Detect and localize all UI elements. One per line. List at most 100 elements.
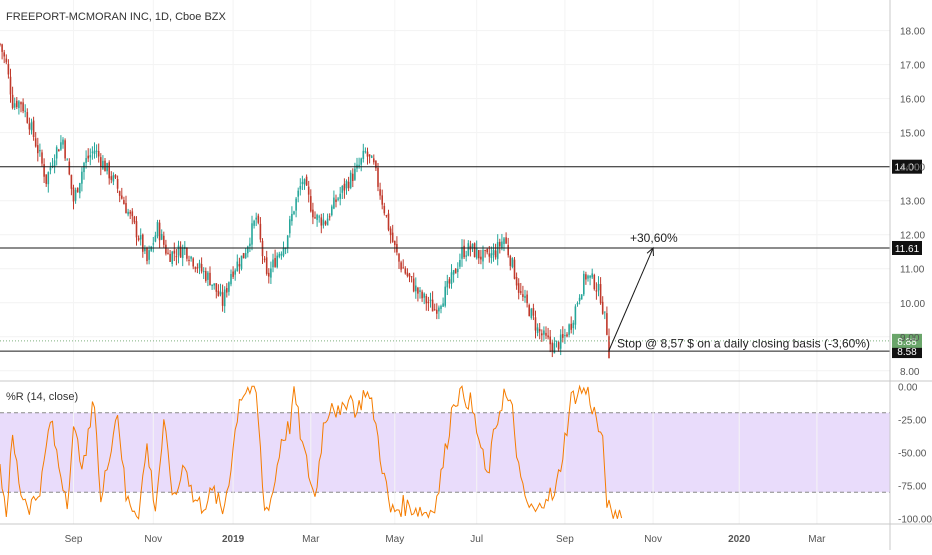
candle-body <box>234 270 236 275</box>
candle-body <box>440 305 442 309</box>
candle-body <box>578 297 581 302</box>
candle-body <box>169 253 171 262</box>
candle-body <box>475 248 478 259</box>
candle-body <box>457 268 459 273</box>
candle-body <box>238 264 241 267</box>
candle-body <box>333 197 335 209</box>
candle-body <box>240 255 243 269</box>
candle-body <box>85 158 87 163</box>
candle-body <box>175 256 178 258</box>
candle-body <box>499 241 501 247</box>
time-tick-label: Nov <box>644 534 662 545</box>
candle-body <box>228 282 230 292</box>
price-tick-label: 9.00 <box>900 333 920 344</box>
candle-body <box>209 272 211 286</box>
candle-body <box>494 250 497 258</box>
candle-body <box>272 259 274 268</box>
candle-body <box>421 291 423 299</box>
candle-body <box>49 167 52 171</box>
candle-body <box>181 247 184 259</box>
candle-body <box>364 151 367 153</box>
candle-body <box>146 247 148 262</box>
candle-body <box>524 295 526 298</box>
candle-body <box>541 333 543 336</box>
candle-body <box>576 302 579 305</box>
candle-body <box>454 268 457 274</box>
candle-body <box>270 268 272 278</box>
candle-body <box>226 287 228 293</box>
candle-body <box>394 240 396 246</box>
candle-body <box>352 173 354 182</box>
candle-body <box>557 342 560 350</box>
wr-tick-label: -75.00 <box>898 482 927 493</box>
candle-body <box>51 165 54 167</box>
price-axis[interactable]: 8.00 9.00 10.00 11.00 12.00 13.00 14.00 15.00 16… <box>900 27 925 378</box>
candle-body <box>53 160 56 168</box>
candle-body <box>427 301 430 304</box>
candle-body <box>1 44 3 52</box>
candle-body <box>354 168 356 180</box>
candle-body <box>431 299 434 312</box>
candle-body <box>366 151 369 157</box>
level-badge-label: 14.00 <box>894 163 919 174</box>
wr-axis[interactable]: 0.00 -25.00 -50.00 -75.00 -100.00 <box>898 382 932 525</box>
price-tick-label: 12.00 <box>900 231 925 242</box>
candle-body <box>148 250 150 260</box>
price-tick-label: 10.00 <box>900 299 925 310</box>
candle-body <box>551 342 554 352</box>
candle-body <box>444 286 446 306</box>
candle-body <box>547 335 549 338</box>
candle-body <box>100 157 102 167</box>
candle-body <box>207 272 209 280</box>
candle-body <box>337 198 339 200</box>
candle-body <box>221 292 224 306</box>
candle-body <box>286 235 289 249</box>
candle-body <box>173 250 176 254</box>
candle-body <box>465 255 467 257</box>
candle-body <box>322 219 325 226</box>
candle-body <box>599 284 602 304</box>
candle-body <box>22 102 24 112</box>
candle-body <box>131 211 134 217</box>
candle-body <box>297 190 299 197</box>
candle-body <box>310 196 312 212</box>
candle-body <box>478 250 480 259</box>
projection-arrow-head <box>646 246 654 257</box>
candle-body <box>152 243 155 245</box>
last-price-badge <box>892 333 922 348</box>
candle-body <box>188 259 190 261</box>
candle-body <box>331 206 333 216</box>
candle-body <box>549 336 551 345</box>
candle-body <box>520 291 522 293</box>
candle-body <box>276 255 278 268</box>
projection-arrow-line[interactable] <box>608 247 654 351</box>
candle-body <box>604 311 606 313</box>
candle-body <box>341 185 344 193</box>
candle-body <box>433 309 436 311</box>
candle-body <box>74 189 77 201</box>
candle-body <box>377 167 379 187</box>
candle-body <box>368 154 371 157</box>
candle-body <box>347 181 350 189</box>
candle-body <box>484 249 486 251</box>
candle-body <box>13 103 16 108</box>
candle-body <box>471 243 474 249</box>
candle-body <box>312 209 314 218</box>
candle-body <box>467 243 470 256</box>
candle-body <box>133 216 136 223</box>
candle-body <box>284 248 287 250</box>
time-axis[interactable]: Sep Nov 2019 Mar May Jul Sep Nov 2020 Mar <box>65 534 827 545</box>
candle-body <box>595 290 598 292</box>
candle-body <box>375 160 377 169</box>
candle-body <box>32 120 35 138</box>
candle-body <box>452 270 455 275</box>
candle-body <box>295 198 297 211</box>
candle-body <box>16 100 18 108</box>
candle-body <box>39 149 41 152</box>
candle-body <box>274 258 276 267</box>
stop-annotation: Stop @ 8,57 $ on a daily closing basis (… <box>617 337 870 351</box>
candle-body <box>566 334 568 337</box>
candle-body <box>171 251 173 264</box>
wr-band <box>0 412 890 493</box>
